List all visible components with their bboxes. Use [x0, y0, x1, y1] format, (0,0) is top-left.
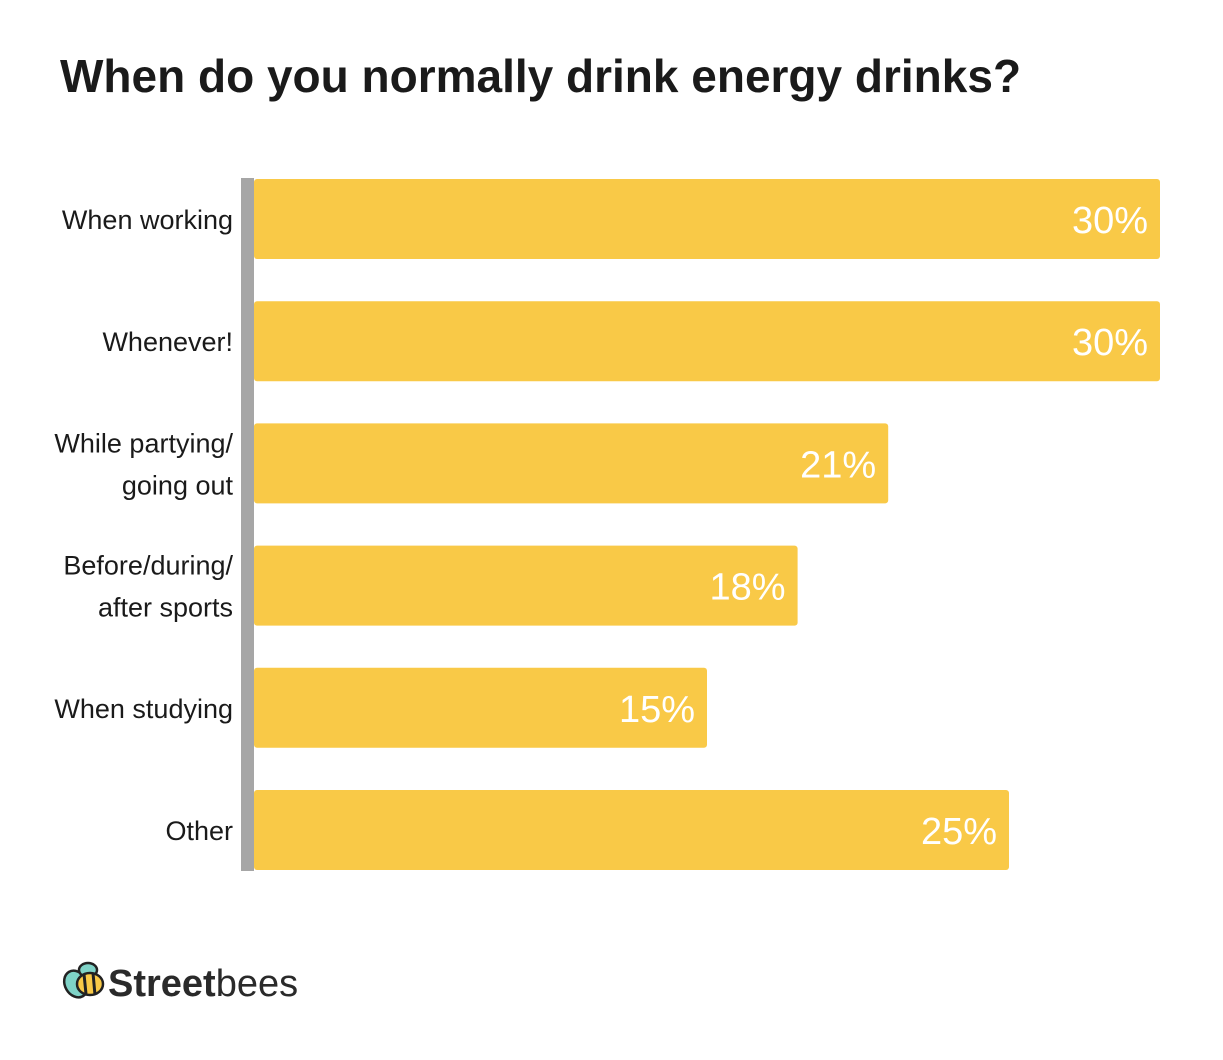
value-label-3: 18%	[710, 567, 786, 609]
category-labels: When working Whenever! While partying/goin…	[54, 205, 233, 846]
bar-0	[254, 179, 1160, 259]
bar-3	[254, 545, 798, 626]
bars-group	[254, 179, 1160, 870]
y-axis-line	[241, 178, 254, 871]
value-label-4: 15%	[619, 689, 695, 731]
category-label-0: When working	[62, 205, 233, 235]
logo-text-light: bees	[216, 963, 298, 1005]
bar-4	[254, 667, 707, 748]
value-labels: 30% 30% 21% 18% 15% 25%	[619, 200, 1148, 853]
bee-icon	[62, 961, 105, 999]
bar-2	[254, 423, 889, 504]
category-label-5: Other	[165, 816, 233, 846]
logo-text-bold: Street	[108, 963, 216, 1005]
bar-1	[254, 301, 1160, 382]
category-label-4: When studying	[54, 694, 233, 724]
value-label-2: 21%	[800, 444, 876, 486]
logo-wordmark: Streetbees	[108, 963, 298, 1005]
chart-title: When do you normally drink energy drinks…	[60, 50, 1021, 102]
value-label-0: 30%	[1072, 200, 1148, 242]
category-label-2: While partying/going out	[54, 428, 233, 500]
category-label-1: Whenever!	[102, 327, 233, 357]
value-label-5: 25%	[921, 811, 997, 853]
category-label-3: Before/during/after sports	[63, 551, 233, 623]
bar-5	[254, 790, 1009, 870]
value-label-1: 30%	[1072, 322, 1148, 364]
streetbees-logo: Streetbees	[62, 961, 298, 1005]
